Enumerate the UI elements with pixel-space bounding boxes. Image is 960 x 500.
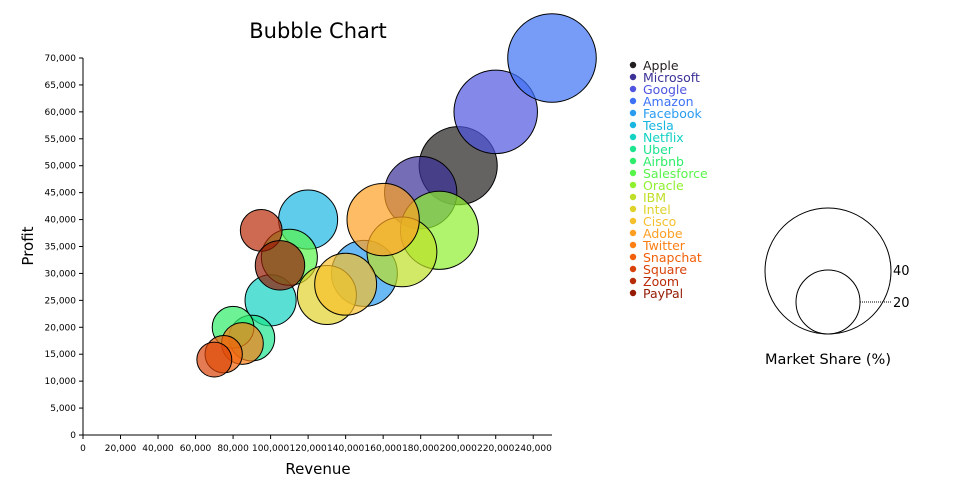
- size-legend-circle-large: [764, 207, 892, 335]
- y-tick-label: 15,000: [45, 350, 77, 360]
- legend-marker-amazon: [629, 97, 637, 105]
- legend-label-tesla: Tesla: [642, 118, 674, 133]
- legend-label-uber: Uber: [643, 142, 674, 157]
- y-tick-label: 0: [70, 431, 76, 441]
- y-axis-title: Profit: [19, 226, 37, 265]
- legend-label-snapchat: Snapchat: [643, 250, 702, 265]
- legend-label-salesforce: Salesforce: [643, 166, 708, 181]
- legend-marker-twitter: [629, 241, 637, 249]
- legend-label-zoom: Zoom: [643, 274, 679, 289]
- legend-marker-intel: [629, 205, 637, 213]
- legend-marker-snapchat: [629, 253, 637, 261]
- legend-label-square: Square: [643, 262, 687, 277]
- y-tick-label: 55,000: [45, 135, 77, 145]
- y-tick-label: 70,000: [45, 54, 77, 64]
- bubble-google: [453, 69, 538, 155]
- legend-marker-adobe: [629, 229, 637, 237]
- bubble-adobe: [346, 182, 420, 257]
- y-tick-label: 30,000: [45, 269, 77, 279]
- legend-label-paypal: PayPal: [643, 286, 683, 301]
- y-tick-label: 50,000: [45, 162, 77, 172]
- y-tick-label: 45,000: [45, 189, 77, 199]
- legend-label-netflix: Netflix: [643, 130, 684, 145]
- chart-title: Bubble Chart: [249, 19, 387, 43]
- x-tick-label: 40,000: [142, 444, 174, 454]
- legend-marker-uber: [629, 145, 637, 153]
- legend-marker-airbnb: [629, 157, 637, 165]
- legend-marker-tesla: [629, 121, 637, 129]
- bubble-paypal: [254, 240, 306, 291]
- legend-marker-apple: [629, 61, 637, 69]
- bubbles-layer: [196, 13, 597, 378]
- x-tick-label: 120,000: [290, 444, 327, 454]
- size-legend-label-small: 20: [893, 296, 910, 311]
- legend-label-intel: Intel: [643, 202, 671, 217]
- legend-marker-facebook: [629, 109, 637, 117]
- legend-label-apple: Apple: [643, 58, 679, 73]
- axes: 0 20,000 40,000 60,000 80,000 100,000 120,000 1…: [45, 54, 553, 454]
- x-tick-label: 60,000: [180, 444, 212, 454]
- legend-label-ibm: IBM: [643, 190, 666, 205]
- legend-marker-zoom: [629, 277, 637, 285]
- legend-marker-cisco: [629, 217, 637, 225]
- legend-label-amazon: Amazon: [643, 94, 694, 109]
- x-tick-label: 80,000: [217, 444, 249, 454]
- legend-label-cisco: Cisco: [643, 214, 676, 229]
- x-tick-label: 100,000: [252, 444, 289, 454]
- legend-marker-oracle: [629, 181, 637, 189]
- legend-marker-ibm: [629, 193, 637, 201]
- y-tick-label: 10,000: [45, 377, 77, 387]
- x-tick-label: 240,000: [515, 444, 552, 454]
- x-tick-label: 0: [80, 444, 86, 454]
- size-legend-label-large: 40: [893, 264, 910, 279]
- legend: AppleMicrosoftGoogleAmazonFacebookTeslaN…: [629, 58, 708, 301]
- x-tick-label: 20,000: [105, 444, 137, 454]
- size-legend: 40 20 Market Share (%): [764, 207, 910, 368]
- x-tick-label: 180,000: [402, 444, 439, 454]
- legend-label-oracle: Oracle: [643, 178, 684, 193]
- y-tick-label: 35,000: [45, 243, 77, 253]
- legend-label-facebook: Facebook: [643, 106, 702, 121]
- legend-marker-netflix: [629, 133, 637, 141]
- legend-marker-google: [629, 85, 637, 93]
- y-tick-label: 5,000: [50, 404, 76, 414]
- size-legend-title: Market Share (%): [765, 352, 891, 368]
- x-ticks: 0 20,000 40,000 60,000 80,000 100,000 120,000 1…: [80, 435, 552, 454]
- y-tick-label: 65,000: [45, 81, 77, 91]
- y-tick-label: 40,000: [45, 216, 77, 226]
- x-axis-title: Revenue: [285, 460, 350, 478]
- size-legend-circle-small: [795, 269, 861, 335]
- legend-marker-salesforce: [629, 169, 637, 177]
- legend-label-twitter: Twitter: [642, 238, 686, 253]
- legend-marker-square: [629, 265, 637, 273]
- y-ticks: 0 5,000 10,000 15,000 20,000 25,000 30,000 35,0…: [45, 54, 83, 441]
- legend-label-microsoft: Microsoft: [643, 70, 700, 85]
- y-tick-label: 20,000: [45, 323, 77, 333]
- x-tick-label: 160,000: [365, 444, 402, 454]
- x-tick-label: 220,000: [477, 444, 514, 454]
- bubble-square: [196, 341, 233, 378]
- y-tick-label: 25,000: [45, 296, 77, 306]
- legend-label-adobe: Adobe: [643, 226, 683, 241]
- x-tick-label: 140,000: [327, 444, 364, 454]
- bubble-cisco: [314, 252, 378, 316]
- legend-marker-microsoft: [629, 73, 637, 81]
- legend-label-airbnb: Airbnb: [643, 154, 684, 169]
- legend-marker-paypal: [629, 289, 637, 297]
- bubble-amazon: [507, 13, 597, 103]
- y-tick-label: 60,000: [45, 108, 77, 118]
- legend-label-google: Google: [643, 82, 687, 97]
- x-tick-label: 200,000: [440, 444, 477, 454]
